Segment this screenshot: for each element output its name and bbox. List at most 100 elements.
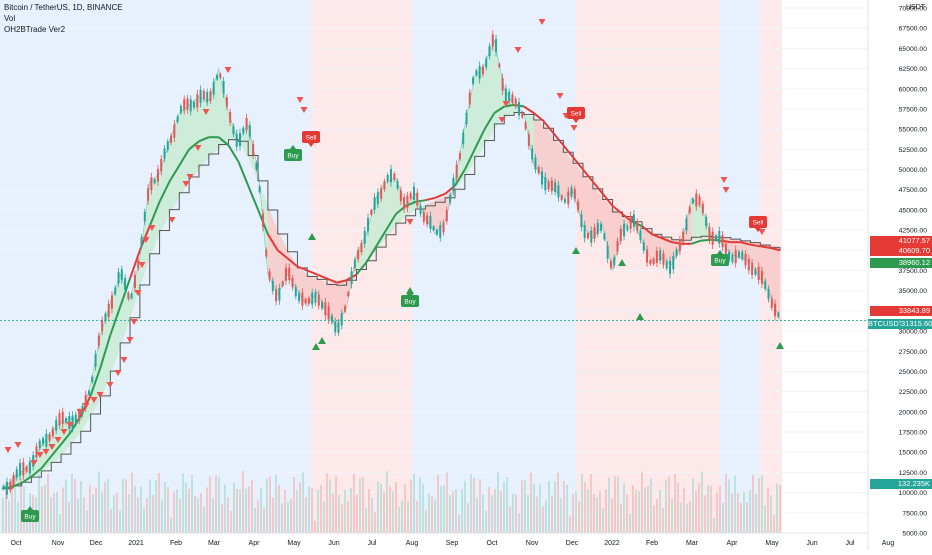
candle-body	[524, 122, 527, 129]
volume-bar	[323, 500, 325, 533]
candle-body	[268, 271, 271, 280]
volume-bar	[428, 493, 430, 533]
price-badge-1: 41077.57	[870, 236, 932, 246]
candle-body	[409, 193, 412, 199]
candle-body	[294, 286, 297, 297]
volume-bar	[656, 498, 658, 533]
volume-bar	[314, 520, 316, 533]
volume-bar	[242, 471, 244, 533]
candle-body	[242, 127, 245, 134]
volume-bar	[458, 514, 460, 533]
buy-label-box	[401, 295, 419, 307]
x-tick-label: Apr	[249, 540, 261, 547]
sell-signal-marker	[106, 382, 114, 388]
x-tick-label: 2021	[128, 540, 144, 547]
volume-bar	[275, 474, 277, 533]
y-tick-label: 70000.00	[899, 6, 928, 13]
moving-average-line	[661, 237, 673, 244]
candle-body	[357, 249, 360, 260]
volume-bar	[74, 478, 76, 533]
sell-signal-marker	[54, 437, 62, 443]
volume-bar	[161, 499, 163, 533]
sell-signal-marker	[96, 392, 104, 398]
candle-body	[225, 97, 228, 107]
sell-signal-marker	[126, 337, 134, 343]
volume-bar	[170, 517, 172, 533]
volume-legend[interactable]: Vol	[4, 14, 16, 23]
volume-bar	[227, 497, 229, 533]
y-tick-label: 12500.00	[899, 470, 928, 477]
candle-body	[390, 169, 392, 183]
volume-bar	[476, 498, 478, 533]
candle-body	[504, 88, 507, 101]
volume-bar	[152, 495, 154, 533]
candle-body	[140, 237, 143, 247]
candle-body	[626, 225, 629, 231]
volume-bar	[641, 471, 643, 533]
volume-bar	[398, 507, 400, 533]
volume-bar	[533, 484, 535, 533]
volume-bar	[524, 480, 526, 533]
volume-bar	[368, 488, 370, 533]
candle-body	[133, 275, 136, 289]
candle-body	[577, 201, 580, 211]
sell-label-pointer	[755, 228, 761, 232]
volume-bar	[563, 481, 565, 533]
volume-bar	[482, 494, 484, 533]
moving-average-line	[336, 279, 347, 284]
candle-body	[695, 193, 698, 207]
volume-bar	[557, 472, 559, 533]
volume-badge: 132.235K	[870, 479, 932, 489]
volume-bar	[203, 507, 205, 533]
moving-average-line	[168, 164, 181, 183]
candle-body	[307, 297, 310, 304]
sell-signal-marker	[66, 422, 74, 428]
x-tick-label: 2022	[604, 540, 620, 547]
volume-bar	[131, 472, 133, 533]
y-tick-label: 27500.00	[899, 349, 928, 356]
moving-average-line	[129, 249, 141, 279]
volume-bar	[179, 498, 181, 533]
candle-body	[58, 413, 61, 426]
candle-body	[567, 191, 570, 205]
volume-bar	[371, 497, 373, 533]
trailing-stop-line	[2, 112, 781, 490]
candle-body	[639, 230, 642, 241]
volume-bar	[452, 491, 454, 533]
candle-body	[701, 203, 704, 213]
volume-bar	[188, 488, 190, 533]
candle-body	[186, 98, 189, 110]
volume-bar	[470, 474, 472, 533]
volume-bar	[755, 493, 757, 533]
buy-signal-marker	[776, 342, 784, 349]
candle-body	[672, 255, 675, 270]
volume-bar	[116, 492, 118, 533]
volume-bar	[668, 476, 670, 533]
candle-body	[376, 192, 379, 205]
volume-bar	[338, 495, 340, 533]
candle-body	[15, 469, 18, 478]
candle-body	[649, 260, 652, 265]
volume-bar	[518, 513, 520, 533]
candle-body	[698, 196, 701, 205]
indicator-legend[interactable]: OH2BTrade Ver2	[4, 25, 66, 34]
sell-signal-marker	[114, 370, 122, 376]
symbol-title[interactable]: Bitcoin / TetherUS, 1D, BINANCE	[4, 3, 123, 12]
candle-body	[721, 235, 724, 248]
volume-bar	[713, 518, 715, 533]
candle-body	[613, 257, 616, 266]
volume-bar	[623, 483, 625, 533]
volume-bar	[635, 489, 637, 533]
candle-body	[655, 250, 658, 263]
candle-body	[344, 306, 347, 312]
trend-fill	[366, 197, 377, 263]
sell-signal-marker	[538, 19, 546, 25]
volume-bar	[677, 483, 679, 533]
volume-bar	[569, 516, 571, 533]
sell-signal-marker	[722, 187, 730, 193]
volume-bar	[89, 485, 91, 533]
candle-body	[321, 301, 324, 309]
volume-bar	[413, 474, 415, 533]
volume-bar	[197, 498, 199, 533]
